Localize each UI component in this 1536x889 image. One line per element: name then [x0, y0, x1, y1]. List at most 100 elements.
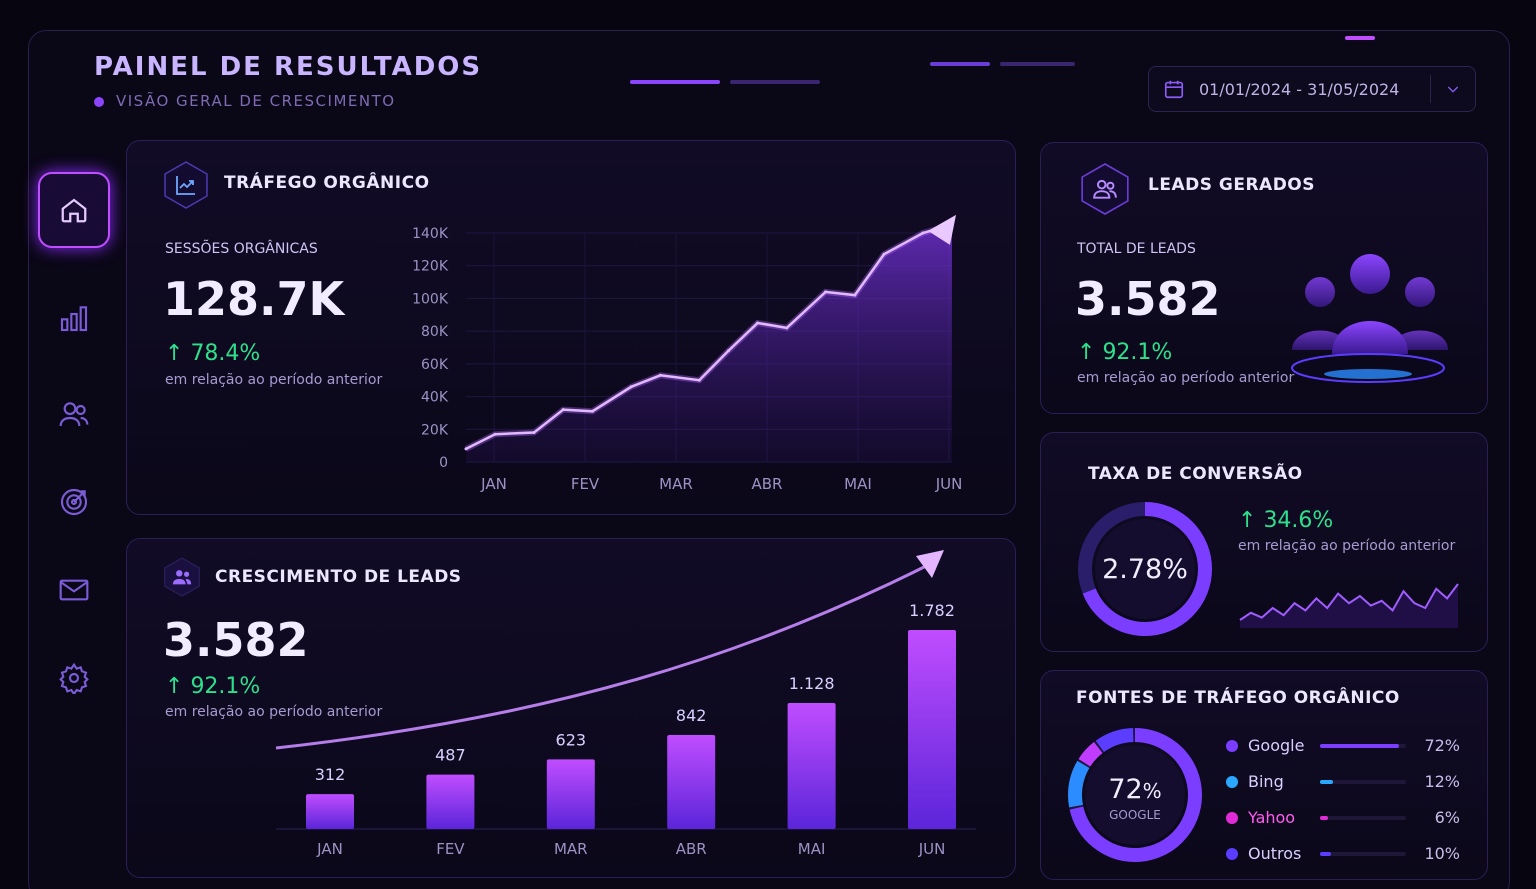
conversion-change-value: 34.6%	[1263, 508, 1334, 533]
area-fill	[466, 224, 952, 462]
data-point	[464, 447, 468, 451]
target-icon	[60, 488, 88, 516]
page-subtitle: VISÃO GERAL DE CRESCIMENTO	[94, 92, 396, 110]
x-tick-label: ABR	[752, 475, 783, 493]
users-icon	[172, 570, 192, 585]
organic-sessions-label: SESSÕES ORGÂNICAS	[165, 241, 318, 257]
data-point	[629, 385, 633, 389]
source-value: 72%	[1424, 736, 1460, 755]
growth-trend-arrow	[275, 558, 939, 750]
x-tick-label: ABR	[676, 840, 707, 858]
date-range-picker[interactable]: 01/01/2024 - 31/05/2024	[1148, 66, 1476, 112]
page-title: PAINEL DE RESULTADOS	[94, 52, 483, 82]
bar	[546, 759, 595, 829]
bar-value-label: 1.782	[909, 601, 955, 620]
bar	[908, 630, 956, 829]
traffic-sources-donut	[1068, 728, 1202, 862]
bar	[426, 774, 475, 829]
y-tick-label: 60K	[421, 357, 449, 373]
source-value: 12%	[1424, 772, 1460, 791]
nav-home[interactable]	[38, 172, 110, 248]
nav-analytics[interactable]	[36, 288, 112, 348]
bar-value-label: 487	[435, 746, 466, 765]
total-leads-change: ↑ 92.1%	[1077, 340, 1173, 365]
legend-dot	[1226, 848, 1238, 860]
series-line	[465, 223, 953, 451]
total-leads-value: 3.582	[1075, 272, 1221, 326]
decorative-line	[630, 80, 720, 84]
legend-dot	[1226, 812, 1238, 824]
y-tick-label: 40K	[421, 390, 449, 406]
nav-goals[interactable]	[36, 472, 112, 532]
conversion-note: em relação ao período anterior	[1238, 538, 1456, 554]
mail-icon	[59, 579, 89, 601]
traffic-sources-center-value: 72	[1108, 774, 1143, 805]
x-tick-label: MAI	[844, 475, 872, 493]
y-tick-label: 140K	[412, 226, 449, 242]
users-icon	[59, 402, 89, 427]
total-leads-note: em relação ao período anterior	[1077, 370, 1295, 386]
data-point	[726, 349, 730, 353]
leads-title: LEADS GERADOS	[1148, 175, 1315, 195]
total-leads-change-value: 92.1%	[1102, 340, 1173, 365]
source-bar-fill	[1320, 816, 1328, 820]
total-leads-label: TOTAL DE LEADS	[1077, 241, 1196, 257]
traffic-source-row: Outros 10%	[1226, 844, 1466, 864]
organic-sessions-change-value: 78.4%	[190, 341, 261, 366]
decorative-line	[730, 80, 820, 84]
decorative-line	[930, 62, 990, 66]
source-bar-fill	[1320, 744, 1400, 748]
traffic-sources-center-label: GOOGLE	[1109, 808, 1161, 822]
leads-growth-chart: 312 JAN 487 FEV 623 MAR 842 ABR 1.128 MAI 1.782 JUN	[275, 550, 976, 858]
subtitle-text: VISÃO GERAL DE CRESCIMENTO	[116, 92, 396, 110]
subtitle-dot-icon	[94, 96, 104, 107]
legend-dot	[1226, 740, 1238, 752]
chevron-down-icon[interactable]	[1445, 81, 1461, 97]
nav-messages[interactable]	[36, 560, 112, 620]
source-name: Outros	[1248, 844, 1302, 863]
trend-up-icon	[176, 176, 195, 195]
leads-growth-value: 3.582	[163, 613, 309, 667]
bar	[667, 734, 716, 829]
source-bar-track	[1320, 744, 1406, 748]
source-name: Google	[1248, 736, 1305, 755]
organic-traffic-chart: 0 20K 40K 60K 80K 100K 120K 140K JAN FEV MAR ABR MAI…	[412, 214, 963, 493]
growth-trend-arrowhead	[916, 550, 944, 578]
y-tick-label: 20K	[421, 422, 449, 438]
nav-users[interactable]	[36, 384, 112, 444]
data-point	[493, 432, 497, 436]
traffic-sources-center-unit: %	[1142, 779, 1162, 803]
organic-sessions-value: 128.7K	[163, 272, 345, 326]
source-value: 10%	[1424, 844, 1460, 863]
traffic-source-row: Yahoo 6%	[1226, 808, 1466, 828]
y-tick-label: 0	[439, 455, 448, 471]
x-tick-label: FEV	[436, 840, 465, 858]
bar-value-label: 312	[315, 765, 346, 784]
data-point	[824, 290, 828, 294]
x-tick-label: JAN	[480, 475, 507, 493]
x-tick-label: JAN	[316, 840, 343, 858]
source-name: Yahoo	[1248, 808, 1296, 827]
organic-sessions-note: em relação ao período anterior	[165, 372, 383, 388]
conversion-title: TAXA DE CONVERSÃO	[1088, 464, 1303, 484]
leads-icon-badge	[1080, 161, 1130, 217]
y-tick-label: 120K	[412, 259, 449, 275]
y-tick-label: 80K	[421, 324, 449, 340]
sparkline-fill	[1240, 584, 1458, 628]
settings-icon	[59, 662, 89, 694]
source-bar-track	[1320, 852, 1406, 856]
data-point	[921, 231, 925, 235]
data-point	[785, 326, 789, 330]
organic-sessions-change: ↑ 78.4%	[165, 341, 261, 366]
divider	[1430, 75, 1431, 103]
conversion-sparkline	[1239, 583, 1459, 628]
decorative-line	[1000, 62, 1075, 66]
data-point	[756, 321, 760, 325]
leads-growth-change: ↑ 92.1%	[165, 674, 261, 699]
leads-growth-title: CRESCIMENTO DE LEADS	[215, 567, 462, 587]
traffic-sources-title: FONTES DE TRÁFEGO ORGÂNICO	[1076, 688, 1400, 708]
x-tick-label: JUN	[935, 475, 963, 493]
nav-settings[interactable]	[36, 648, 112, 708]
traffic-source-row: Google 72%	[1226, 736, 1466, 756]
data-point	[853, 293, 857, 297]
